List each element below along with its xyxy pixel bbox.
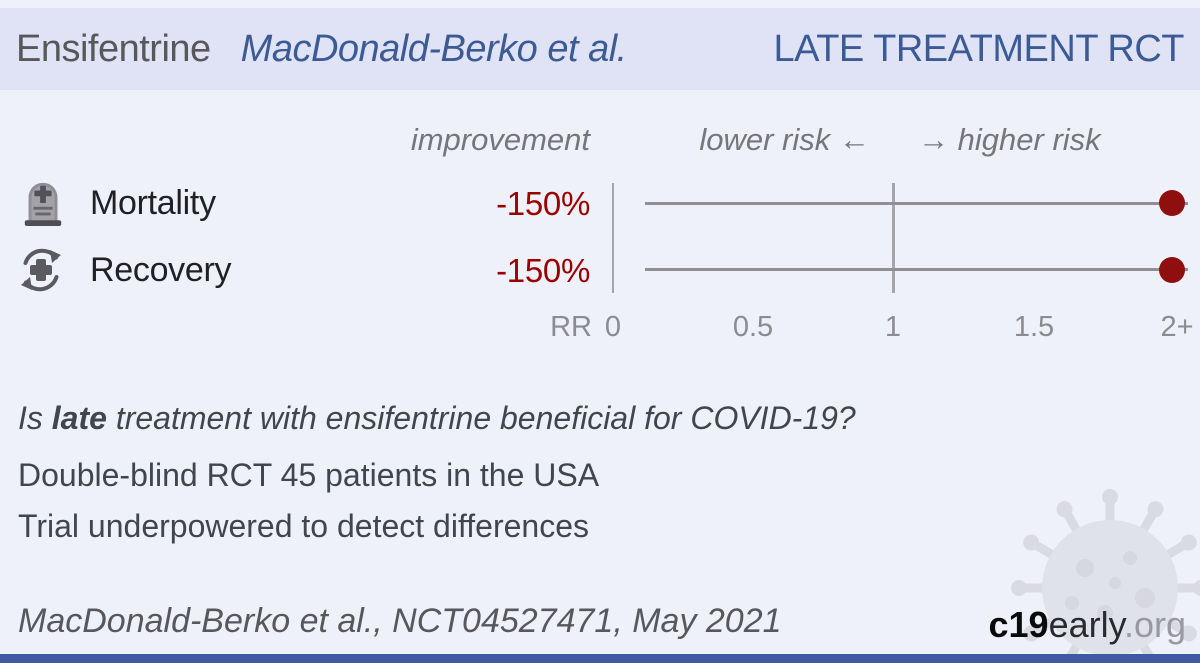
risk-direction-header: lower risk ← → higher risk — [699, 122, 1101, 157]
stage-label: LATE TREATMENT RCT — [773, 27, 1185, 70]
point-estimate-recovery — [1159, 257, 1185, 283]
axis-tick-0: 0 — [604, 311, 622, 343]
logo-early: early — [1048, 604, 1124, 645]
recovery-arrows-icon — [16, 245, 66, 300]
logo-org: .org — [1123, 604, 1186, 645]
outcome-label-mortality: Mortality — [90, 184, 216, 222]
reference-line-rr1 — [892, 183, 895, 293]
improvement-column-header: improvement — [410, 122, 590, 157]
citation: MacDonald-Berko et al., NCT04527471, May… — [18, 602, 782, 640]
logo-c19: c19 — [988, 604, 1049, 645]
tombstone-icon — [20, 177, 66, 232]
axis-zero-line — [612, 183, 614, 293]
study-design-line: Double-blind RCT 45 patients in the USA — [18, 457, 600, 493]
ci-line-mortality — [645, 202, 1188, 205]
axis-tick-2plus: 2+ — [1160, 311, 1194, 343]
question-bold-late: late — [51, 400, 107, 436]
question-suffix: treatment with ensifentrine beneficial f… — [106, 400, 856, 436]
axis-tick-0p5: 0.5 — [732, 311, 774, 343]
axis-tick-1p5: 1.5 — [1013, 311, 1055, 343]
study-authors: MacDonald-Berko et al. — [240, 27, 628, 70]
improvement-value-mortality: -150% — [496, 185, 590, 222]
axis-label-rr: RR — [550, 311, 592, 343]
ci-line-recovery — [645, 268, 1188, 271]
site-logo[interactable]: c19early.org — [989, 604, 1186, 646]
bottom-accent-bar — [0, 654, 1200, 663]
question-prefix: Is — [18, 400, 52, 436]
improvement-value-recovery: -150% — [496, 252, 590, 289]
outcome-label-recovery: Recovery — [90, 251, 232, 289]
study-note-line: Trial underpowered to detect differences — [18, 508, 589, 544]
header-bar: Ensifentrine MacDonald-Berko et al. LATE… — [0, 8, 1200, 90]
axis-tick-1: 1 — [884, 311, 902, 343]
point-estimate-mortality — [1159, 190, 1185, 216]
study-question: Is late treatment with ensifentrine bene… — [18, 400, 856, 437]
treatment-name: Ensifentrine — [16, 27, 211, 70]
